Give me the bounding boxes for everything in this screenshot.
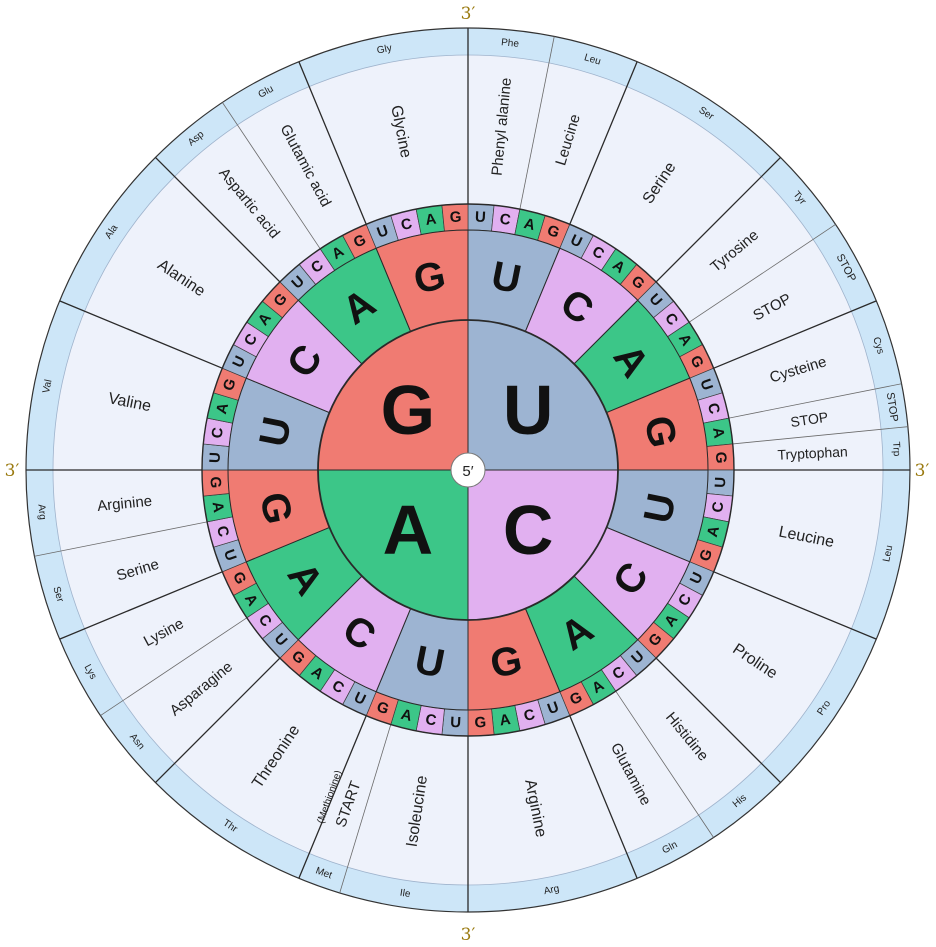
third-base-letter: A (399, 706, 414, 725)
third-base-letter: C (709, 500, 727, 513)
amino-acid-divider (713, 300, 877, 369)
center-circle (450, 452, 486, 488)
third-base-letter: G (696, 547, 716, 564)
first-base-ring-border (317, 319, 619, 621)
amino-acid-subdivider (732, 426, 908, 445)
third-base-letter: C (399, 215, 414, 234)
amino-acid-abbr: STOP (884, 392, 900, 423)
amino-acid-abbr: Cys (870, 336, 886, 356)
third-base-letter: U (545, 698, 561, 718)
amino-acid-divider (59, 571, 223, 640)
amino-acid-subdivider (222, 102, 321, 250)
third-base-letter: U (475, 209, 487, 227)
third-base-letter: U (696, 377, 716, 393)
third-base-ring-border (201, 203, 735, 737)
third-base-letter: C (499, 211, 512, 229)
amino-acid-abbr: Arg (543, 883, 560, 897)
amino-acid-subdivider (339, 724, 392, 894)
end-label-left: 3′ (5, 461, 20, 481)
amino-acid-abbr: Phe (501, 37, 520, 50)
amino-acid-subdivider (519, 36, 555, 210)
amino-acid-abbr: Arg (35, 504, 47, 521)
end-label-top: 3′ (461, 4, 476, 24)
third-base-letter: A (213, 401, 232, 416)
amino-acid-divider (569, 715, 638, 879)
amino-acid-abbr: Gly (376, 43, 393, 57)
end-label-bottom: 3′ (461, 925, 476, 945)
third-base-letter: A (209, 501, 227, 514)
amino-acid-abbr: Trp (890, 441, 902, 457)
first-base-letter: U (503, 371, 554, 449)
amino-acid-divider (298, 715, 367, 879)
amino-acid-subdivider (688, 224, 836, 323)
amino-acid-subdivider (34, 521, 208, 557)
amino-acid-abbr: Met (314, 865, 334, 881)
third-base-letter: C (704, 401, 723, 416)
amino-acid-name: Tryptophan (777, 443, 848, 462)
third-base-letter: U (712, 477, 730, 489)
amino-acid-name: STOP (789, 409, 829, 430)
third-base-letter: C (424, 711, 437, 729)
third-base-letter: C (209, 426, 227, 439)
end-label-right: 3′ (915, 461, 930, 481)
third-base-letter: U (207, 452, 225, 464)
third-base-letter: G (712, 451, 730, 463)
amino-acid-subdivider (100, 617, 248, 716)
third-base-letter: G (220, 376, 240, 393)
third-base-letter: G (474, 714, 486, 732)
third-base-letter: A (499, 711, 512, 729)
third-base-letter: U (220, 547, 240, 563)
third-base-ring: U C A G UCAGUCAGUCAGUCAGUCAGUCAGUCAGUCAGUCAG… (201, 203, 735, 737)
third-base-letter: G (207, 476, 225, 488)
third-base-letter: A (704, 524, 723, 539)
amino-acid-abbr: Ile (399, 888, 411, 900)
amino-acid-abbr: Ser (50, 585, 65, 604)
third-base-letter: A (522, 215, 537, 234)
amino-acid-divider (298, 61, 367, 225)
third-base-letter: U (375, 222, 391, 242)
first-base-letter: A (383, 491, 434, 569)
amino-acid-divider (655, 156, 782, 283)
amino-acid-abbr: Val (41, 379, 54, 395)
amino-acid-subdivider (728, 383, 902, 419)
third-base-letter: A (424, 211, 437, 229)
first-base-letter: G (381, 371, 435, 449)
amino-acid-abbr: Leu (583, 52, 602, 67)
third-base-letter: G (449, 209, 461, 227)
amino-acid-abbr: Leu (881, 544, 895, 563)
third-base-letter: C (213, 524, 232, 539)
amino-acid-divider (154, 657, 281, 784)
third-base-letter: C (522, 706, 537, 725)
third-base-letter: G (545, 222, 562, 242)
first-base-letter: C (503, 491, 554, 569)
center-label: 5′ (462, 463, 473, 480)
amino-acid-subdivider (615, 690, 714, 838)
center: 5′ (450, 452, 486, 488)
amino-acid-divider (569, 61, 638, 225)
third-base-letter: U (450, 714, 462, 732)
amino-acid-divider (59, 300, 223, 369)
amino-acid-name: Arginine (96, 493, 152, 515)
third-base-letter: A (709, 426, 727, 439)
third-base-letter: G (374, 698, 391, 718)
prime-end-labels: 3′ 3′ 3′ 3′ (5, 4, 930, 945)
amino-acid-divider (154, 156, 281, 283)
amino-acid-divider (713, 571, 877, 640)
amino-acid-divider (655, 657, 782, 784)
